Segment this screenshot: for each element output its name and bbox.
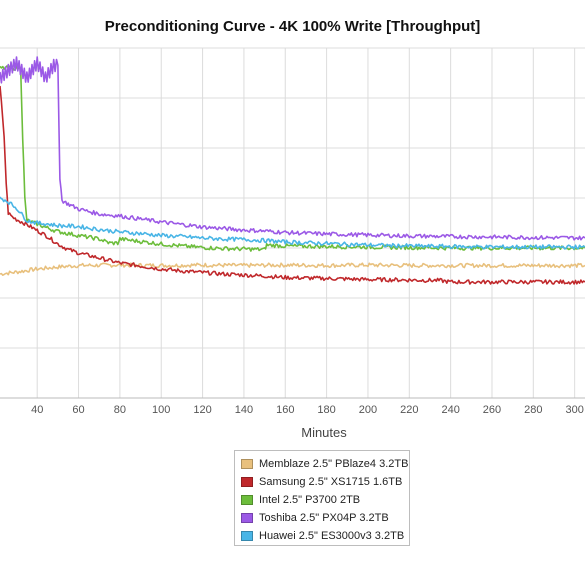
x-tick-label: 300: [565, 404, 583, 416]
x-tick-label: 200: [359, 404, 377, 416]
legend-item-memblaze: Memblaze 2.5" PBlaze4 3.2TB: [241, 455, 409, 473]
series-line: [0, 196, 585, 250]
legend-swatch: [241, 513, 253, 523]
x-tick-label: 60: [72, 404, 84, 416]
series-line: [0, 85, 585, 285]
legend-item-toshiba: Toshiba 2.5" PX04P 3.2TB: [241, 509, 409, 527]
legend: Memblaze 2.5" PBlaze4 3.2TB Samsung 2.5"…: [234, 450, 410, 546]
legend-item-samsung: Samsung 2.5" XS1715 1.6TB: [241, 473, 409, 491]
x-tick-label: 240: [441, 404, 459, 416]
legend-swatch: [241, 531, 253, 541]
legend-label: Huawei 2.5" ES3000v3 3.2TB: [259, 530, 405, 542]
legend-label: Samsung 2.5" XS1715 1.6TB: [259, 476, 403, 488]
x-tick-label: 80: [114, 404, 126, 416]
x-tick-label: 40: [31, 404, 43, 416]
series-line: [0, 65, 585, 252]
chart-title: Preconditioning Curve - 4K 100% Write [T…: [104, 18, 481, 35]
x-tick-label: 260: [483, 404, 501, 416]
legend-swatch: [241, 477, 253, 487]
legend-item-huawei: Huawei 2.5" ES3000v3 3.2TB: [241, 527, 409, 545]
x-axis-label: Minutes: [301, 425, 347, 440]
x-tick-label: 100: [152, 404, 170, 416]
legend-label: Toshiba 2.5" PX04P 3.2TB: [259, 512, 389, 524]
legend-label: Intel 2.5" P3700 2TB: [259, 494, 361, 506]
legend-item-intel: Intel 2.5" P3700 2TB: [241, 491, 409, 509]
x-tick-label: 220: [400, 404, 418, 416]
x-tick-label: 180: [317, 404, 335, 416]
x-tick-label: 160: [276, 404, 294, 416]
legend-swatch: [241, 495, 253, 505]
series-line: [0, 262, 585, 277]
x-tick-label: 280: [524, 404, 542, 416]
legend-swatch: [241, 459, 253, 469]
x-tick-label: 140: [235, 404, 253, 416]
series-line: [0, 56, 585, 241]
legend-label: Memblaze 2.5" PBlaze4 3.2TB: [259, 458, 409, 470]
x-tick-label: 120: [193, 404, 211, 416]
